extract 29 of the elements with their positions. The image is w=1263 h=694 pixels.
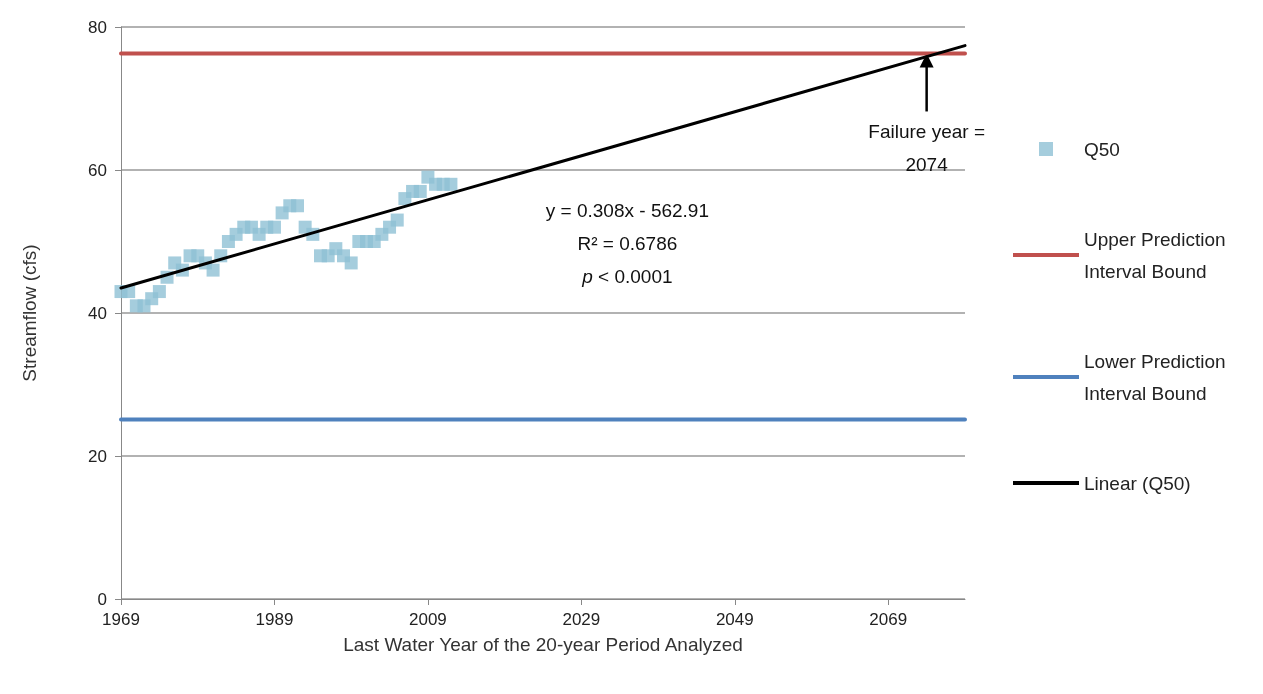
point — [152, 285, 166, 299]
annotation: R² = 0.6786 — [577, 232, 678, 254]
x-tick-label: 2049 — [715, 610, 754, 629]
x-tick-label: 2069 — [869, 610, 908, 629]
point — [206, 263, 220, 277]
annotation: Failure year = 2074 — [868, 121, 985, 176]
y-tick-label: 40 — [88, 303, 107, 323]
annotation: p < 0.0001 — [581, 265, 673, 287]
point — [290, 199, 304, 213]
y-tick-label: 80 — [88, 17, 107, 37]
point — [413, 184, 427, 198]
legend-label: Lower Prediction Interval Bound — [1084, 350, 1231, 404]
legend-label: Upper Prediction Interval Bound — [1084, 228, 1231, 282]
x-tick-label: 2009 — [409, 610, 447, 629]
y-tick-label: 60 — [88, 160, 107, 180]
y-tick-label: 0 — [97, 589, 107, 609]
annotation: y = 0.308x - 562.91 — [545, 199, 709, 221]
point — [390, 213, 404, 227]
legend-label: Q50 — [1084, 138, 1120, 160]
x-tick-label: 1989 — [255, 610, 294, 629]
x-axis-title: Last Water Year of the 20-year Period Analyzed — [343, 634, 743, 655]
y-tick-label: 20 — [88, 446, 107, 466]
point — [267, 220, 281, 234]
point — [344, 256, 358, 270]
point — [444, 177, 458, 191]
y-axis-title: Streamflow (cfs) — [19, 244, 40, 382]
x-tick-label: 2029 — [562, 610, 601, 629]
x-tick-label: 1969 — [102, 610, 140, 629]
legend-label: Linear (Q50) — [1084, 472, 1191, 494]
